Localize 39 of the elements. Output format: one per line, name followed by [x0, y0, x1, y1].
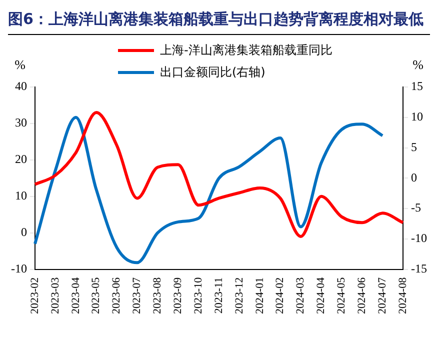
x-tick-label: 2024-02: [274, 277, 286, 314]
y2-tick-label: 5: [411, 140, 418, 154]
y2-tick-label: -5: [411, 200, 422, 215]
line-series: [33, 116, 384, 264]
x-tick-label: 2024-08: [396, 276, 409, 314]
x-tick-label: 2023-06: [110, 276, 123, 314]
y-tick-label: 20: [14, 152, 27, 166]
x-tick-label: 2023-04: [70, 276, 82, 314]
x-tick-label: 2023-08: [152, 276, 164, 314]
y2-tick-label: 0: [411, 170, 418, 184]
y-tick-label: 30: [14, 116, 27, 130]
y2-tick-label: -10: [411, 231, 428, 246]
y2-tick-label: 15: [411, 79, 424, 94]
y-tick-label: 0: [20, 225, 27, 240]
chart-title: 图6：上海洋山离港集装箱船载重与出口趋势背离程度相对最低: [8, 8, 430, 35]
x-tick-label: 2023-12: [233, 277, 246, 314]
y2-axis-title: %: [412, 57, 424, 72]
x-tick-label: 2024-06: [356, 276, 368, 314]
legend-label: 上海-洋山离港集装箱船载重同比: [160, 42, 332, 58]
x-tick-label: 2024-03: [294, 276, 307, 314]
y-tick-label: -10: [10, 261, 27, 276]
legend-label: 出口金额同比(右轴): [160, 64, 266, 80]
x-tick-label: 2023-05: [90, 276, 102, 314]
y-tick-label: 40: [14, 79, 27, 94]
x-tick-label: 2023-11: [212, 277, 225, 314]
x-tick-label: 2023-02: [28, 277, 41, 314]
x-tick-label: 2024-04: [315, 276, 328, 314]
y2-tick-label: -15: [411, 261, 428, 276]
x-tick-label: 2023-07: [131, 276, 144, 314]
y-axis-title: %: [14, 57, 26, 72]
x-tick-label: 2023-09: [172, 276, 184, 314]
y2-tick-label: 10: [411, 110, 424, 124]
x-tick-label: 2024-07: [376, 276, 388, 314]
line-series: [33, 111, 405, 238]
x-tick-label: 2024-05: [336, 276, 348, 314]
y-tick-label: 10: [14, 188, 27, 203]
x-tick-label: 2023-03: [49, 276, 62, 314]
x-tick-label: 2023-10: [192, 276, 204, 314]
x-tick-label: 2024-01: [254, 277, 266, 314]
